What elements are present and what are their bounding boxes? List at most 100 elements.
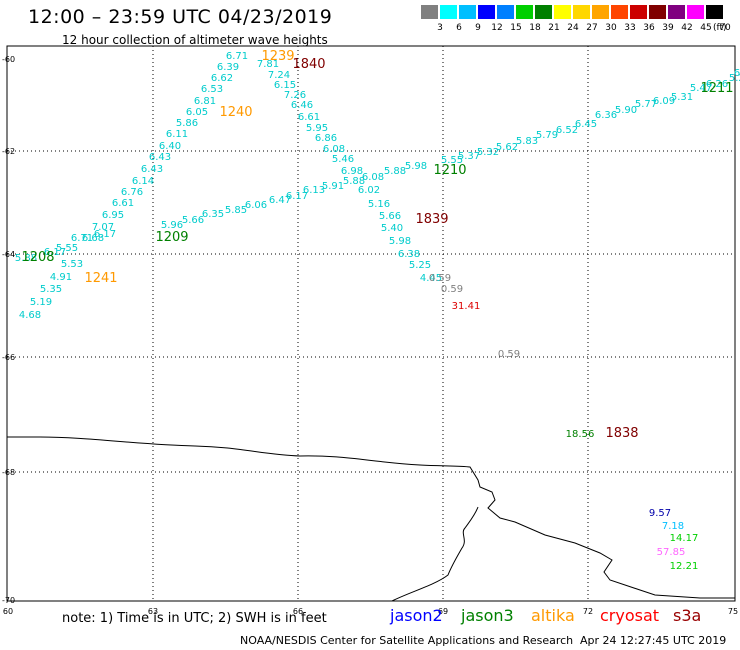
map-frame [6,45,736,602]
swh-value: 6.53 [201,84,223,95]
legend-swatch [459,5,476,19]
satellite-s3a: s3a [673,606,702,625]
swh-value: 6.11 [166,129,188,140]
legend-label: 42 [681,23,693,33]
swh-value: 5.46 [332,154,354,165]
swh-value: 6.47 [269,195,291,206]
swh-value: 5.47 [690,83,712,94]
legend-label: 18 [529,23,541,33]
pass-time-label: 1839 [415,212,448,227]
legend-swatch [497,5,514,19]
swh-value: 5.79 [536,130,558,141]
swh-value: 5.88 [384,166,406,177]
swh-value: 7.81 [257,59,279,70]
swh-value: 5.66 [182,215,204,226]
legend-label: 27 [586,23,598,33]
swh-value: 4.45 [420,273,442,284]
lon-label: 72 [583,607,593,616]
swh-value: 5.40 [381,223,403,234]
legend-label: 9 [475,23,481,33]
swh-value: 6.17 [94,229,116,240]
swh-value: 6.08 [323,144,345,155]
swh-value: 9.57 [649,508,671,519]
legend-swatch [649,5,666,19]
legend-swatch [478,5,495,19]
legend-swatch [535,5,552,19]
legend-label: 21 [548,23,560,33]
swh-value: 5.32 [477,147,499,158]
swh-value: 5.66 [379,211,401,222]
legend-label: 12 [491,23,503,33]
swh-value: 5.95 [306,123,328,134]
swh-value: 6.13 [303,185,325,196]
legend-label: 36 [643,23,655,33]
legend-swatch [573,5,590,19]
pass-time-label: 1239 [261,49,294,64]
legend-label: 24 [567,23,579,33]
swh-value: 5.86 [176,118,198,129]
swh-value: 6.46 [291,100,313,111]
swh-value: 6.36 [595,110,617,121]
legend-label: 30 [605,23,617,33]
legend-unit: (ft) [713,23,727,33]
credit-text: NOAA/NESDIS Center for Satellite Applica… [240,634,574,647]
swh-value: 6.14 [132,176,154,187]
lon-label: 63 [148,607,158,616]
pass-time-label: 1210 [433,163,466,178]
pass-time-label: 1838 [605,426,638,441]
swh-value: 6.86 [315,133,337,144]
swh-value: 6.71 [71,233,93,244]
swh-value: 6.38 [398,249,420,260]
map-title: 12:00 – 23:59 UTC 04/23/2019 [28,6,333,28]
swh-value: 5.83 [516,136,538,147]
swh-value: 5.90 [615,105,637,116]
lat-label: -62 [2,147,15,156]
swh-value: 12.21 [670,561,699,572]
swh-value: 4.91 [50,272,72,283]
swh-value: 6.45 [575,119,597,130]
lon-label: 75 [728,607,738,616]
swh-value: 18.56 [566,429,595,440]
swh-value: 6.62 [211,73,233,84]
pass-time-label: 1240 [219,105,252,120]
legend-label: 33 [624,23,636,33]
swh-value: 5.91 [322,181,344,192]
legend-swatch [554,5,571,19]
coastline-inner [391,506,479,602]
legend-label: 15 [510,23,522,33]
swh-value: 6.61 [298,112,320,123]
swh-value: 7.18 [662,521,684,532]
swh-value: 5.98 [405,161,427,172]
swh-value: 5.88 [343,176,365,187]
swh-value: 6.08 [362,172,384,183]
swh-value: 6.43 [149,152,171,163]
map-subtitle: 12 hour collection of altimeter wave hei… [62,33,328,47]
swh-value: 5.16 [368,199,390,210]
swh-value: 7.24 [268,70,290,81]
swh-value: 6.26 [706,79,728,90]
swh-value: 6.43 [141,164,163,175]
legend-swatch [687,5,704,19]
swh-value: 6.61 [112,198,134,209]
swh-value: 6.95 [102,210,124,221]
legend-label: 6 [456,23,462,33]
legend-label: 3 [437,23,443,33]
satellite-jason3: jason3 [461,606,514,625]
legend-swatch [516,5,533,19]
swh-value: 5.98 [389,236,411,247]
swh-value: 6.68 [82,233,104,244]
lat-label: -68 [2,468,15,477]
swh-value: 4.68 [19,310,41,321]
swh-value: 14.17 [670,533,699,544]
swh-value: 5.55 [56,243,78,254]
lat-label: -66 [2,353,15,362]
swh-value: 5.55 [441,155,463,166]
swh-value: 5.25 [409,260,431,271]
legend-swatch [611,5,628,19]
swh-value: 5.85 [225,205,247,216]
pass-time-label: 1211 [700,81,733,96]
swh-value: 6.71 [226,51,248,62]
satellite-jason2: jason2 [390,606,443,625]
lat-label: -70 [2,596,15,605]
